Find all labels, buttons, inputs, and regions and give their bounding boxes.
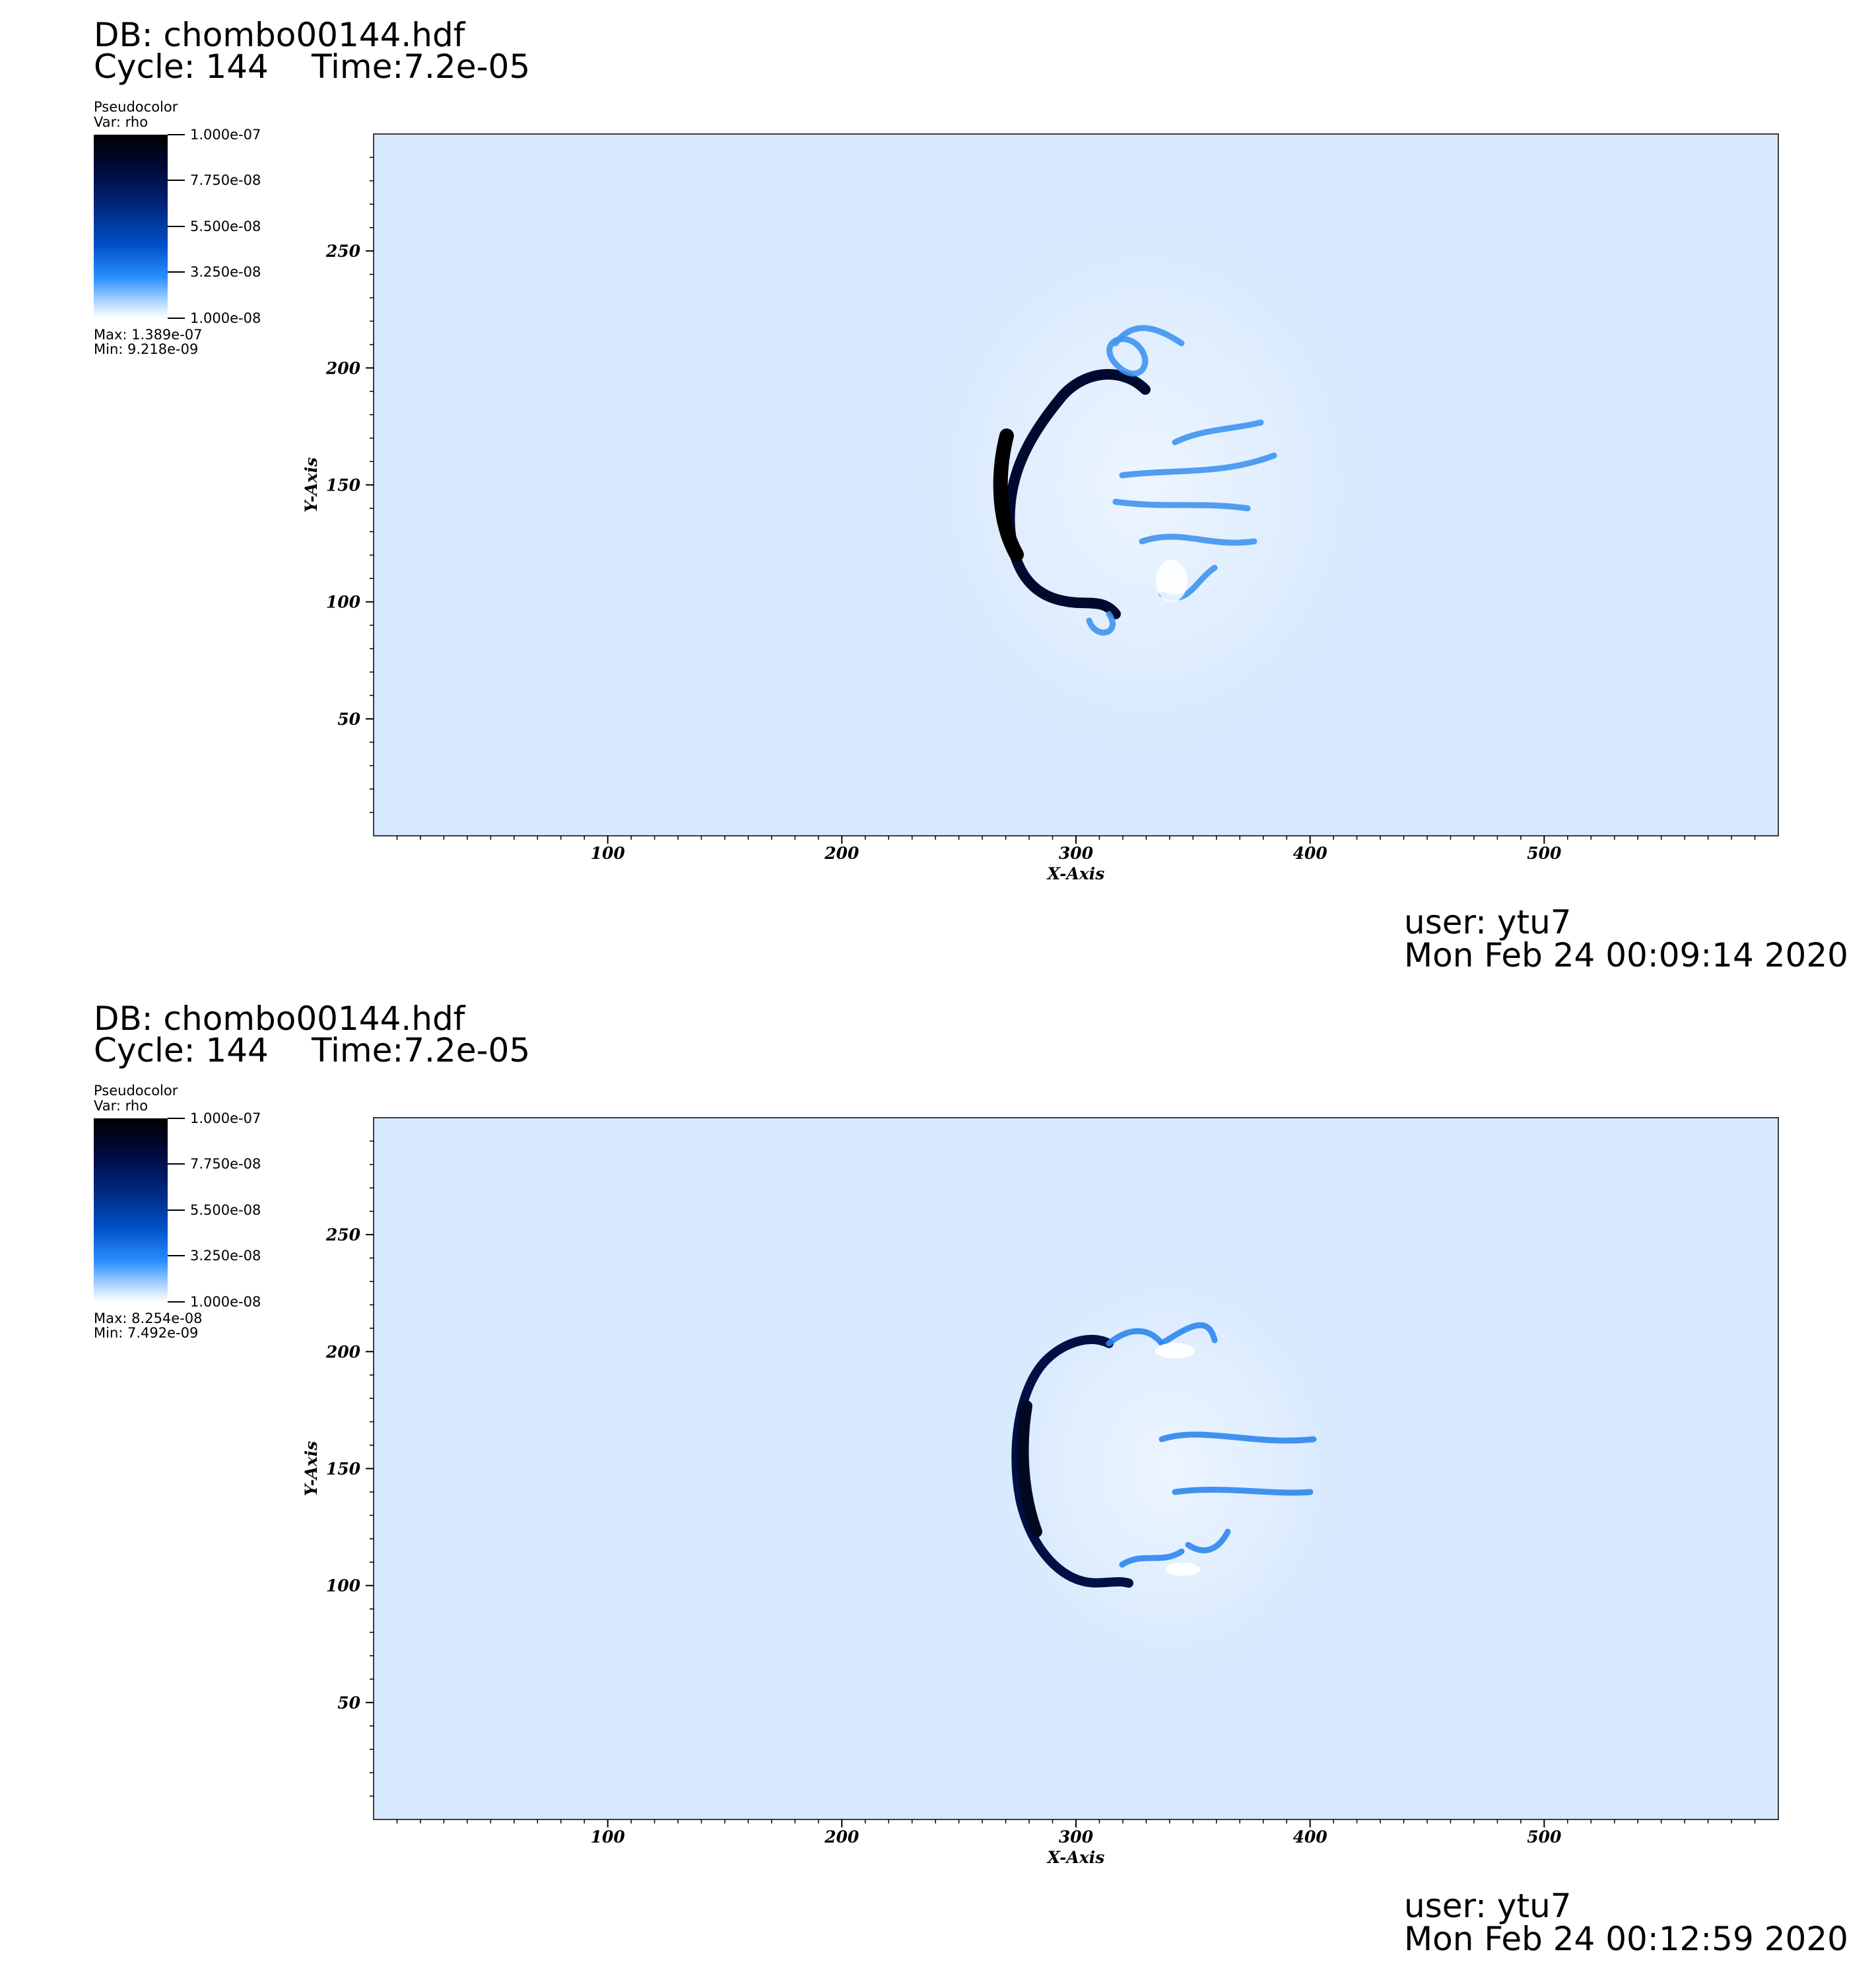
date-label: Mon Feb 24 00:12:59 2020 [1404,1920,1848,1958]
x-axis-title: X-Axis [1046,864,1105,883]
x-axis-title: X-Axis [1046,1848,1105,1867]
vortex-filament [1112,498,1251,512]
date-label: Mon Feb 24 00:09:14 2020 [1404,936,1848,974]
low-density-pocket [1155,1343,1195,1359]
colorbar-tick-label: 5.500e-08 [190,1202,261,1218]
x-tick-label: 300 [1059,1827,1094,1847]
vortex-filament [1185,1528,1231,1553]
colorbar-tick [168,1209,185,1211]
colorbar-tick [168,1118,185,1119]
colorbar-tick-label: 7.750e-08 [190,1156,261,1172]
x-tick-label: 200 [824,844,859,863]
x-tick-label: 100 [591,1827,626,1847]
colorbar-tick-label: 5.500e-08 [190,219,261,234]
y-axis-title: Y-Axis [302,1441,321,1497]
colorbar-tick-label: 1.000e-07 [190,1110,261,1126]
x-tick-label: 100 [591,844,626,863]
vortex-filament [1139,533,1257,546]
vortex-filament [1119,452,1277,479]
y-tick-label: 200 [325,1342,361,1361]
time-label: Time:7.2e-05 [312,48,531,86]
y-tick-label: 200 [325,358,361,378]
colorbar-tick [168,134,185,135]
visit-panel-1: DB: chombo00144.hdf Cycle: 144 Time:7.2e… [0,0,1876,984]
plot-area: 100 200 300 400 500 50 100 150 200 250 X-Axis Y-Axi… [302,1117,1779,1867]
vortex-filament [1119,1548,1185,1568]
shock-core [993,428,1024,562]
colorbar-tick [168,226,185,227]
y-tick-label: 50 [337,1693,360,1713]
shock-core [1017,1400,1042,1538]
density-structure [908,207,1384,763]
colorbar-tick [168,1255,185,1256]
y-tick-label: 100 [326,593,361,612]
y-tick-label: 50 [337,710,360,729]
vortex-filament [1158,1322,1218,1347]
plot-area: 100 200 300 400 500 50 100 150 200 250 X-Axis Y-Axi… [302,133,1779,883]
x-tick-label: 400 [1293,1827,1328,1847]
vortex-filament [1086,611,1116,636]
visit-panel-2: DB: chombo00144.hdf Cycle: 144 Time:7.2e… [0,984,1876,1967]
legend-variable: Var: rho [94,114,149,130]
vortex-filament [1172,1486,1314,1496]
colorbar-tick-label: 7.750e-08 [190,172,261,188]
colorbar-tick [168,1301,185,1303]
y-tick-label: 100 [326,1577,361,1596]
y-tick-label: 150 [326,1460,361,1479]
cycle-label: Cycle: 144 [94,1031,269,1070]
legend-title: Pseudocolor [94,1083,178,1099]
legend-min: Min: 7.492e-09 [94,1325,199,1341]
database-label: DB: chombo00144.hdf [94,1000,465,1038]
vortex-filament [1112,325,1185,347]
y-tick-label: 250 [325,242,361,261]
low-density-halo [984,1250,1355,1687]
low-density-halo [908,207,1384,763]
legend-title: Pseudocolor [94,99,178,115]
vortex-filament [1106,336,1149,377]
y-axis-title: Y-Axis [302,458,321,513]
x-tick-label: 200 [824,1827,859,1847]
shock-front [1011,1335,1133,1588]
x-tick-label: 500 [1527,1827,1562,1847]
colorbar-tick [168,180,185,181]
legend-min: Min: 9.218e-09 [94,341,199,357]
colorbar-tick-label: 1.000e-07 [190,127,261,143]
low-density-pocket [1156,560,1188,602]
colorbar-tick-label: 1.000e-08 [190,310,261,326]
legend-variable: Var: rho [94,1098,149,1114]
time-label: Time:7.2e-05 [312,1031,531,1070]
colorbar-tick [168,271,185,273]
x-tick-label: 400 [1293,844,1328,863]
colorbar [94,1118,168,1302]
density-structure [984,1250,1355,1687]
user-label: user: ytu7 [1404,903,1572,941]
legend-max: Max: 8.254e-08 [94,1310,203,1326]
colorbar-tick-label: 1.000e-08 [190,1294,261,1310]
cycle-label: Cycle: 144 [94,48,269,86]
legend-max: Max: 1.389e-07 [94,327,203,343]
colorbar-tick-label: 3.250e-08 [190,264,261,280]
vortex-filament [1158,1431,1317,1444]
low-density-pocket [1166,1563,1200,1576]
colorbar [94,135,168,318]
x-tick-label: 300 [1059,844,1094,863]
database-label: DB: chombo00144.hdf [94,16,465,54]
x-tick-label: 500 [1527,844,1562,863]
vortex-filament [1106,1328,1165,1347]
colorbar-tick [168,1163,185,1165]
user-label: user: ytu7 [1404,1887,1572,1925]
y-tick-label: 150 [326,476,361,495]
colorbar-tick [168,318,185,319]
vortex-filament [1172,419,1264,446]
colorbar-tick-label: 3.250e-08 [190,1248,261,1264]
y-tick-label: 250 [325,1225,361,1244]
